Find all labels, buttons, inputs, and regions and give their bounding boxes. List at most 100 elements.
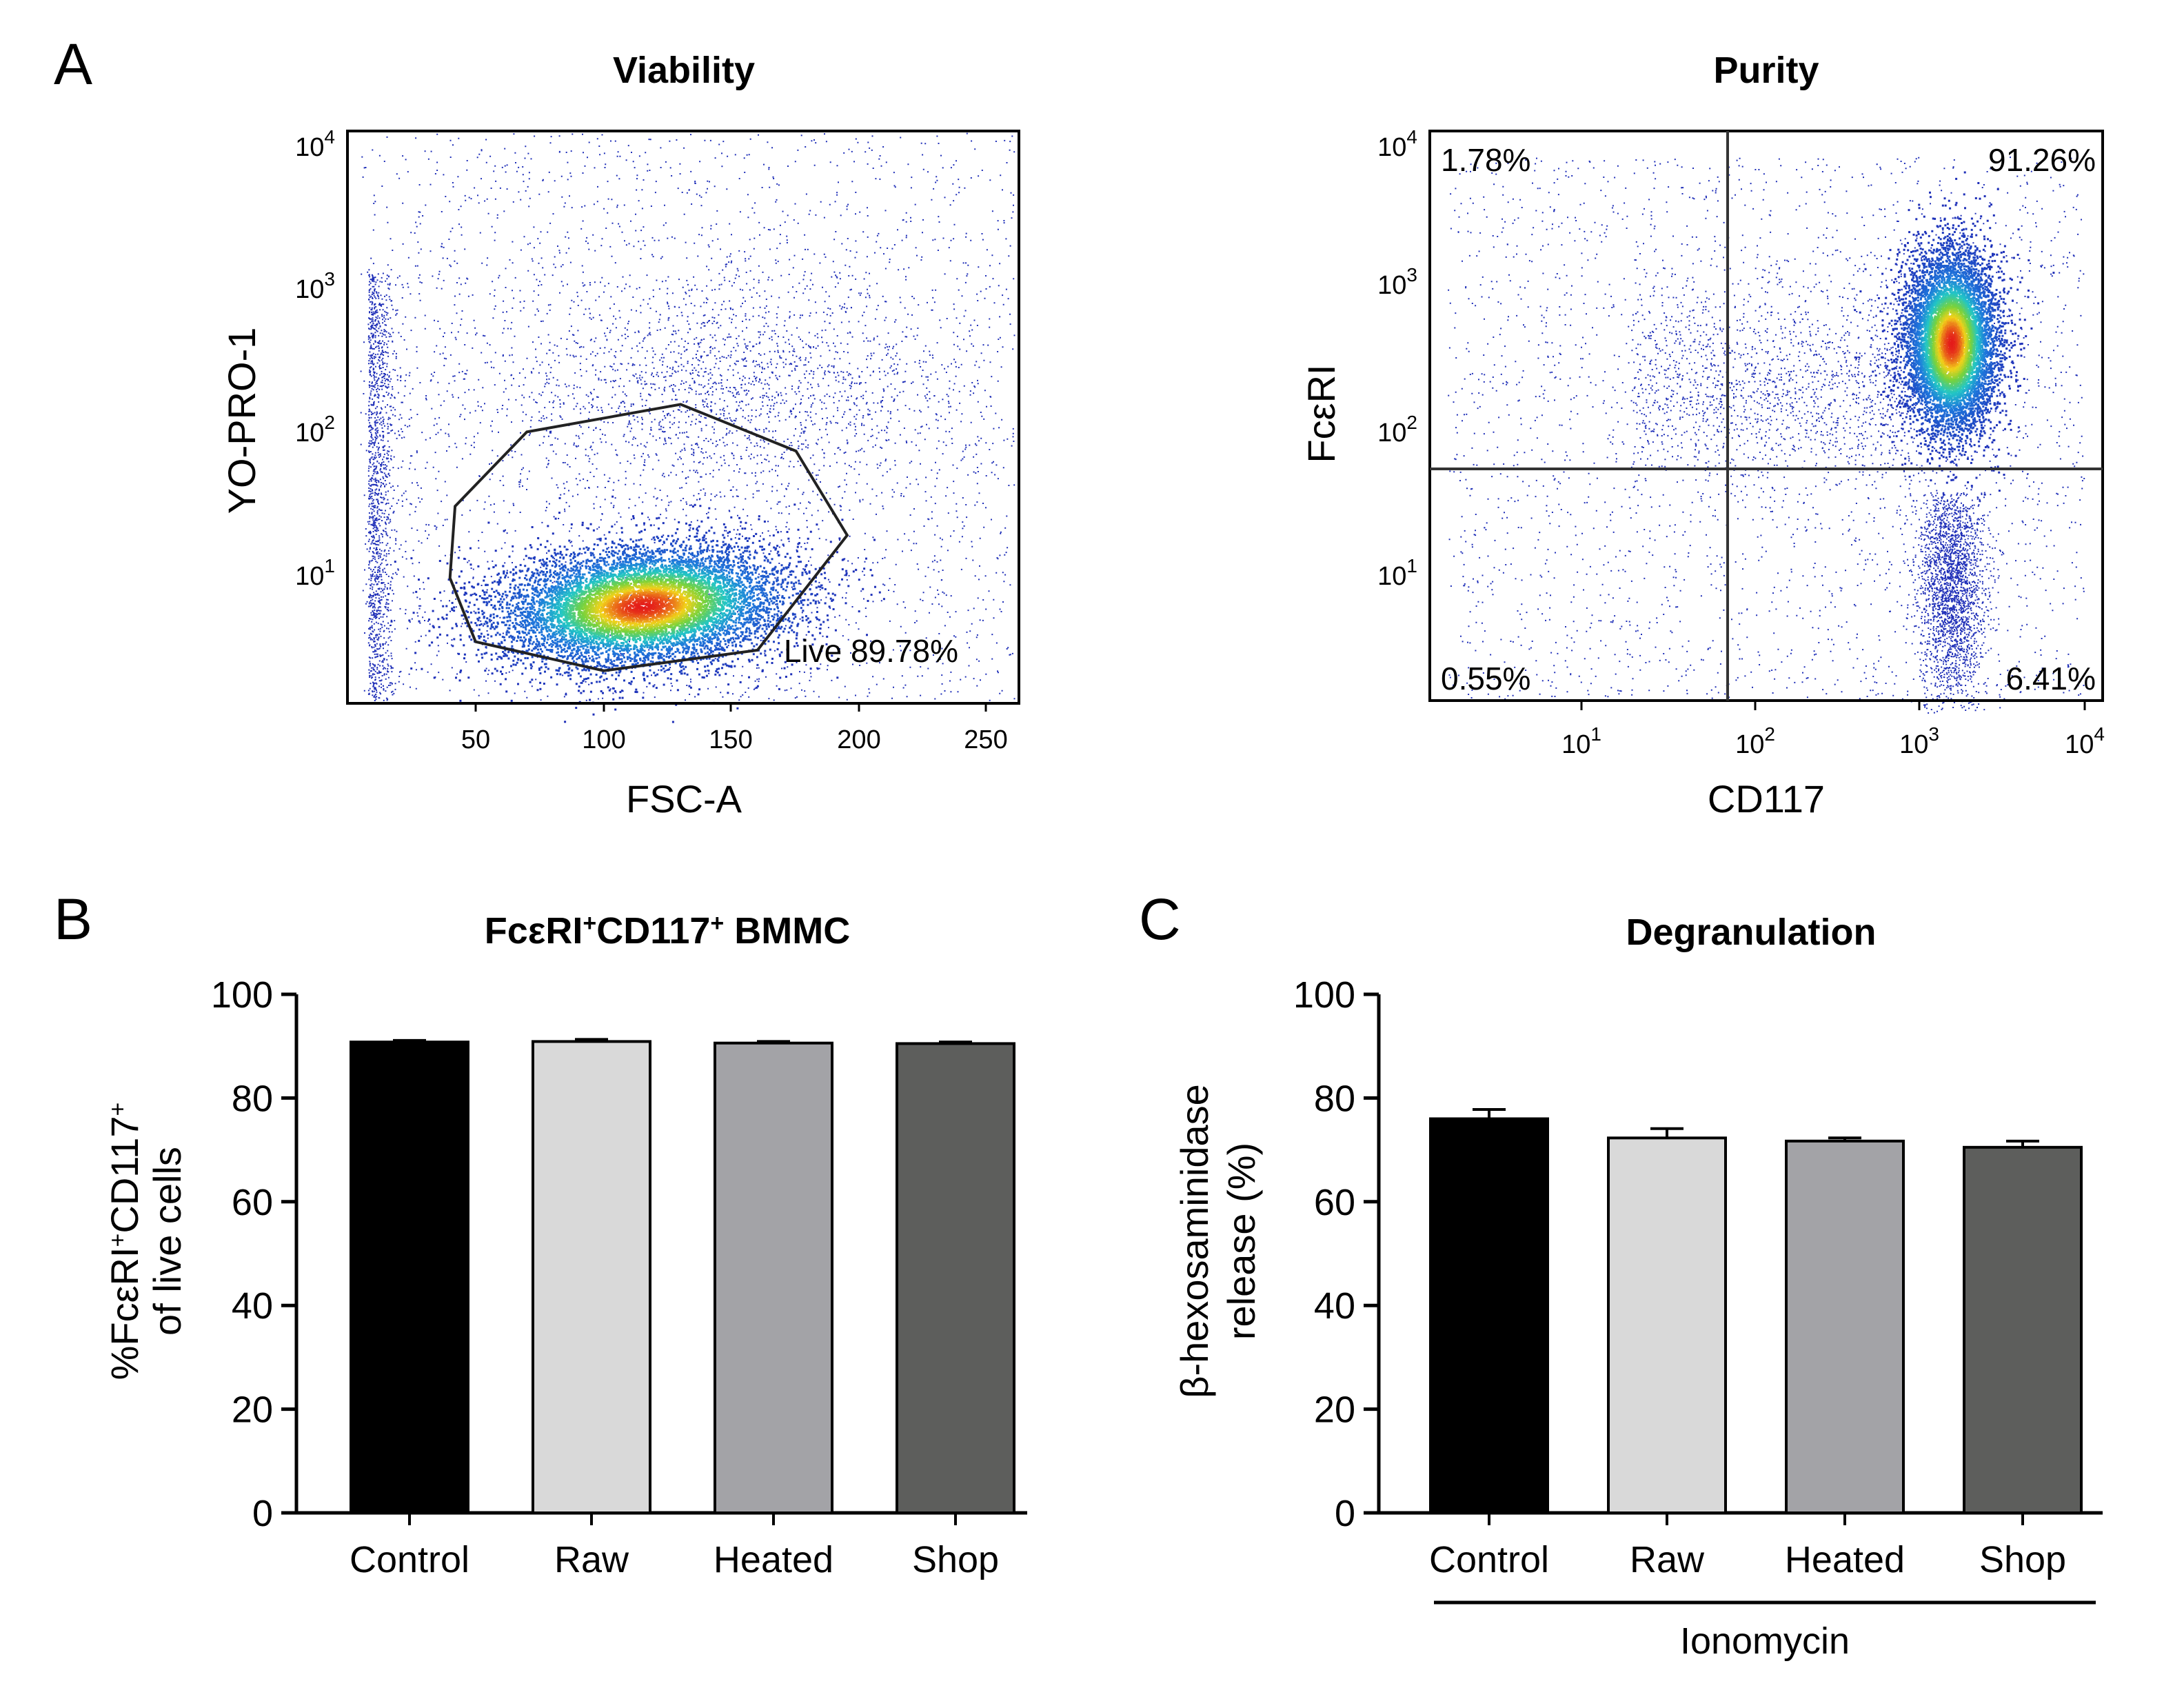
viability-event bbox=[536, 600, 538, 603]
viability-event bbox=[581, 523, 584, 526]
viability-event bbox=[560, 624, 563, 627]
viability-event bbox=[514, 655, 516, 658]
viability-event bbox=[643, 661, 646, 663]
viability-event bbox=[594, 645, 596, 648]
viability-event bbox=[499, 576, 502, 579]
panel-a: A Viability Live 89.78% 50 100 150 200 2… bbox=[54, 32, 1020, 821]
viability-event bbox=[592, 658, 595, 661]
viability-event bbox=[688, 685, 691, 687]
viability-event bbox=[545, 648, 548, 651]
viability-event bbox=[722, 541, 725, 543]
viability-event bbox=[706, 620, 708, 623]
viability-event bbox=[678, 570, 680, 573]
viability-event bbox=[696, 561, 699, 564]
viability-event bbox=[623, 647, 626, 650]
viability-event bbox=[564, 566, 567, 569]
viability-event bbox=[657, 648, 659, 651]
viability-event bbox=[696, 667, 698, 670]
viability-event bbox=[744, 550, 746, 552]
viability-event bbox=[698, 688, 701, 691]
viability-event bbox=[506, 572, 508, 574]
viability-event bbox=[608, 531, 611, 534]
viability-event bbox=[699, 505, 702, 508]
viability-event bbox=[526, 570, 529, 572]
viability-event bbox=[776, 599, 778, 602]
viability-event bbox=[707, 574, 710, 576]
viability-event bbox=[690, 547, 692, 550]
viability-event bbox=[719, 640, 722, 643]
viability-event bbox=[717, 603, 720, 605]
viability-event bbox=[669, 640, 671, 643]
viability-event bbox=[569, 559, 572, 561]
viability-event bbox=[743, 572, 746, 574]
viability-event bbox=[663, 550, 666, 553]
viability-event bbox=[687, 596, 689, 599]
viability-event bbox=[615, 546, 618, 549]
viability-event bbox=[445, 617, 448, 620]
viability-event bbox=[558, 560, 560, 563]
viability-event bbox=[652, 685, 655, 687]
viability-event bbox=[606, 581, 609, 583]
viability-event bbox=[793, 617, 796, 620]
viability-event bbox=[552, 643, 554, 646]
viability-event bbox=[581, 565, 584, 567]
viability-event bbox=[601, 594, 604, 596]
viability-event bbox=[746, 627, 748, 630]
viability-event bbox=[665, 572, 668, 575]
viability-event bbox=[780, 585, 783, 588]
viability-event bbox=[547, 667, 549, 670]
viability-event bbox=[656, 576, 658, 579]
viability-event bbox=[643, 641, 645, 643]
viability-event bbox=[740, 607, 742, 610]
viability-event bbox=[567, 627, 569, 630]
viability-event bbox=[633, 604, 636, 607]
viability-event bbox=[728, 598, 731, 601]
viability-event bbox=[778, 642, 780, 645]
viability-event bbox=[746, 592, 749, 594]
viability-event bbox=[711, 650, 714, 653]
viability-event bbox=[726, 646, 729, 649]
viability-event bbox=[598, 681, 601, 683]
viability-event bbox=[787, 537, 790, 540]
viability-event bbox=[590, 559, 593, 562]
viability-event bbox=[765, 612, 767, 614]
viability-event bbox=[525, 634, 528, 636]
viability-event bbox=[467, 676, 470, 679]
viability-event bbox=[483, 593, 486, 596]
viability-event bbox=[682, 649, 685, 652]
viability-event bbox=[571, 669, 574, 672]
viability-event bbox=[536, 547, 539, 550]
viability-event bbox=[640, 559, 643, 562]
viability-event bbox=[674, 547, 676, 550]
viability-event bbox=[681, 556, 684, 559]
viability-event bbox=[765, 610, 767, 613]
viability-event bbox=[752, 564, 755, 567]
viability-event bbox=[728, 624, 731, 627]
viability-event bbox=[496, 574, 499, 576]
viability-event bbox=[433, 676, 436, 679]
viability-event bbox=[525, 599, 527, 601]
viability-event bbox=[675, 559, 678, 561]
viability-event bbox=[721, 616, 724, 619]
viability-event bbox=[518, 624, 520, 626]
viability-event bbox=[588, 593, 591, 596]
viability-event bbox=[705, 532, 708, 534]
viability-event bbox=[871, 574, 873, 576]
viability-event bbox=[565, 639, 567, 641]
viability-event bbox=[640, 538, 643, 541]
viability-event bbox=[754, 632, 756, 635]
viability-event bbox=[734, 597, 737, 600]
viability-event bbox=[558, 573, 560, 576]
viability-event bbox=[709, 650, 712, 652]
viability-event bbox=[738, 593, 740, 595]
viability-event bbox=[609, 580, 611, 583]
viability-event bbox=[841, 519, 844, 521]
viability-event bbox=[536, 652, 538, 655]
viability-event bbox=[709, 565, 711, 567]
viability-event bbox=[485, 591, 488, 594]
viability-event bbox=[509, 590, 511, 593]
viability-event bbox=[418, 620, 421, 623]
viability-event bbox=[734, 645, 737, 647]
viability-event bbox=[740, 612, 742, 615]
viability-event bbox=[640, 558, 643, 561]
